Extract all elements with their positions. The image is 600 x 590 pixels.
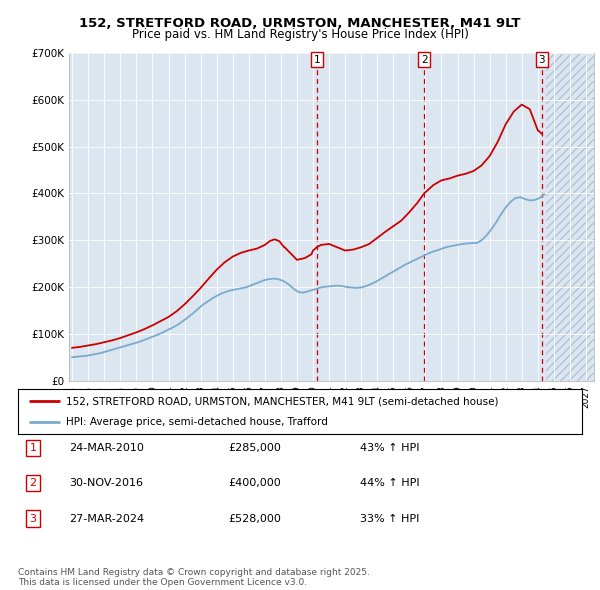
Text: 3: 3 [538,55,545,65]
Bar [546,53,594,381]
Text: 152, STRETFORD ROAD, URMSTON, MANCHESTER, M41 9LT: 152, STRETFORD ROAD, URMSTON, MANCHESTER… [79,17,521,30]
Text: 30-NOV-2016: 30-NOV-2016 [69,478,143,488]
Text: HPI: Average price, semi-detached house, Trafford: HPI: Average price, semi-detached house,… [66,417,328,427]
Text: £528,000: £528,000 [228,514,281,523]
Text: 1: 1 [29,443,37,453]
Text: £285,000: £285,000 [228,443,281,453]
Text: 2: 2 [421,55,427,65]
Text: Contains HM Land Registry data © Crown copyright and database right 2025.
This d: Contains HM Land Registry data © Crown c… [18,568,370,587]
Text: 27-MAR-2024: 27-MAR-2024 [69,514,144,523]
Text: 44% ↑ HPI: 44% ↑ HPI [360,478,419,488]
Text: 43% ↑ HPI: 43% ↑ HPI [360,443,419,453]
Text: 1: 1 [313,55,320,65]
Text: 3: 3 [29,514,37,523]
Text: 152, STRETFORD ROAD, URMSTON, MANCHESTER, M41 9LT (semi-detached house): 152, STRETFORD ROAD, URMSTON, MANCHESTER… [66,396,499,407]
Text: Price paid vs. HM Land Registry's House Price Index (HPI): Price paid vs. HM Land Registry's House … [131,28,469,41]
Text: 24-MAR-2010: 24-MAR-2010 [69,443,144,453]
Text: 33% ↑ HPI: 33% ↑ HPI [360,514,419,523]
Text: £400,000: £400,000 [228,478,281,488]
Text: 2: 2 [29,478,37,488]
